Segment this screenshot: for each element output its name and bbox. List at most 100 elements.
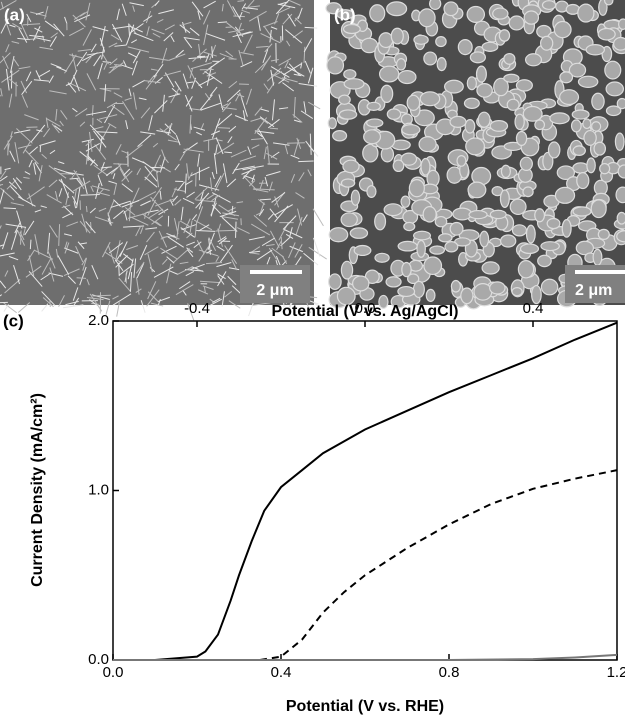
flake xyxy=(85,140,93,147)
grain xyxy=(568,62,587,78)
grain xyxy=(397,240,418,252)
flake xyxy=(135,226,141,237)
flake xyxy=(4,278,21,294)
flake xyxy=(191,214,198,221)
flake xyxy=(174,199,182,206)
flake xyxy=(186,241,196,246)
flake xyxy=(58,161,65,165)
flake xyxy=(64,241,68,249)
flake xyxy=(268,247,277,260)
flake xyxy=(156,170,160,188)
grain xyxy=(598,0,608,16)
flake xyxy=(200,102,222,111)
flake xyxy=(153,266,174,278)
flake xyxy=(147,199,157,216)
grain xyxy=(423,256,443,276)
flake xyxy=(85,153,88,165)
flake xyxy=(89,124,105,140)
flake xyxy=(126,245,139,251)
flake xyxy=(263,146,267,160)
flake xyxy=(228,29,244,33)
grain xyxy=(592,248,603,266)
flake xyxy=(79,121,86,127)
grain xyxy=(547,141,561,159)
grain xyxy=(583,129,597,146)
flake xyxy=(41,303,49,312)
flake xyxy=(85,2,91,21)
flake xyxy=(171,87,179,95)
flake xyxy=(252,302,271,306)
flake xyxy=(94,144,107,160)
grain xyxy=(489,281,506,295)
flake xyxy=(64,16,68,24)
flake xyxy=(35,37,51,42)
flake xyxy=(13,129,31,134)
flake xyxy=(275,0,290,15)
flake xyxy=(293,73,302,77)
grain xyxy=(434,215,448,228)
grain xyxy=(618,18,625,30)
flake xyxy=(269,127,279,130)
flake xyxy=(4,167,11,171)
flake xyxy=(41,153,47,159)
flake xyxy=(55,108,58,121)
flake xyxy=(132,79,146,88)
flake xyxy=(150,68,158,71)
flake xyxy=(73,201,77,209)
flake xyxy=(44,20,58,31)
panel-label: (c) xyxy=(3,311,24,330)
flake xyxy=(203,286,206,294)
flake xyxy=(63,304,84,309)
grain xyxy=(616,211,625,225)
flake xyxy=(76,277,87,279)
flake xyxy=(43,128,51,138)
flake xyxy=(152,142,159,148)
flake xyxy=(221,216,238,232)
flake xyxy=(154,198,175,207)
flake xyxy=(164,24,175,31)
flake xyxy=(226,22,244,36)
flake xyxy=(33,163,37,175)
flake xyxy=(12,23,23,30)
flake xyxy=(147,291,158,302)
flake xyxy=(189,27,200,36)
flake xyxy=(224,245,238,264)
flake xyxy=(226,0,237,17)
flake xyxy=(208,238,211,255)
flake xyxy=(189,114,192,134)
flake xyxy=(119,168,126,179)
flake xyxy=(110,104,125,116)
flake xyxy=(280,236,283,250)
flake xyxy=(113,92,123,98)
flake xyxy=(133,32,154,42)
flake xyxy=(181,21,187,33)
flake xyxy=(1,232,9,250)
flake xyxy=(58,224,61,246)
grain xyxy=(493,77,509,97)
flake xyxy=(307,67,314,84)
flake xyxy=(137,134,152,147)
flake xyxy=(75,107,88,117)
flake xyxy=(40,273,50,281)
flake xyxy=(177,181,185,192)
flake xyxy=(259,202,265,214)
grain xyxy=(506,98,520,111)
grain xyxy=(418,8,436,28)
grain xyxy=(492,7,509,20)
flake xyxy=(70,69,78,84)
flake xyxy=(61,204,71,209)
grain xyxy=(416,239,426,258)
flake xyxy=(59,120,64,127)
flake xyxy=(263,25,274,40)
flake xyxy=(173,217,179,235)
flake xyxy=(65,192,70,206)
grain xyxy=(515,79,533,92)
flake xyxy=(221,3,224,12)
flake xyxy=(115,255,128,268)
flake xyxy=(2,55,9,70)
flake xyxy=(53,167,74,175)
flake xyxy=(50,63,62,69)
flake xyxy=(55,248,59,258)
flake xyxy=(150,166,165,169)
